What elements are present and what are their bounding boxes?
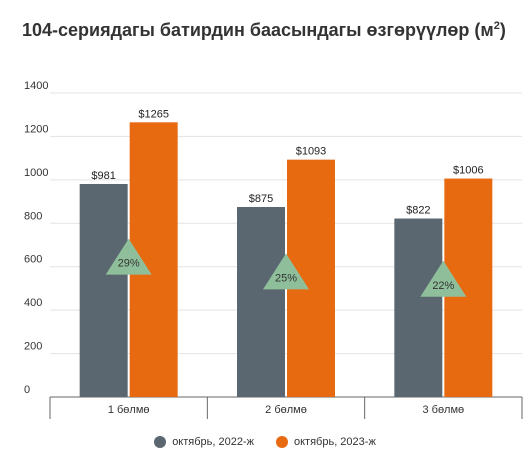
legend-item-2022: октябрь, 2022-ж [154, 436, 254, 448]
chart-title: 104-сериядагы батирдин баасындагы өзгөрү… [22, 20, 506, 40]
y-tick-label: 1000 [24, 167, 48, 179]
change-marker [263, 253, 309, 290]
data-label: $1006 [453, 165, 484, 177]
change-label: 25% [275, 272, 297, 284]
legend-swatch-2022 [154, 436, 167, 448]
y-tick-label: 200 [24, 341, 42, 353]
data-label: $822 [406, 205, 430, 217]
y-tick-label: 1400 [24, 80, 48, 92]
x-tick-label: 2 бөлмө [265, 404, 307, 416]
bar [237, 207, 285, 397]
data-label: $875 [249, 193, 273, 205]
legend-item-2023: октябрь, 2023-ж [276, 436, 376, 448]
legend: октябрь, 2022-ж октябрь, 2023-ж [0, 436, 530, 448]
data-label: $981 [91, 170, 115, 182]
y-tick-label: 1200 [24, 123, 48, 135]
change-marker [420, 260, 467, 297]
change-label: 29% [118, 258, 140, 270]
y-tick-label: 0 [24, 384, 30, 396]
y-tick-label: 800 [24, 210, 42, 222]
bar-chart: 0 200 400 600 800 1000 1200 1400 $981 $1265 29% 1 б… [24, 80, 523, 419]
data-label: $1093 [296, 146, 327, 158]
bar [394, 218, 443, 397]
bar [79, 183, 128, 397]
y-tick-label: 600 [24, 254, 42, 266]
legend-label-2022: октябрь, 2022-ж [172, 436, 254, 448]
x-tick-label: 1 бөлмө [108, 404, 150, 416]
y-tick-label: 400 [24, 297, 42, 309]
legend-swatch-2023 [276, 436, 288, 448]
data-label: $1265 [138, 108, 169, 120]
change-label: 22% [432, 280, 454, 292]
x-tick-label: 3 бөлмө [422, 404, 464, 416]
legend-label-2023: октябрь, 2023-ж [294, 436, 376, 448]
change-marker [105, 238, 152, 275]
